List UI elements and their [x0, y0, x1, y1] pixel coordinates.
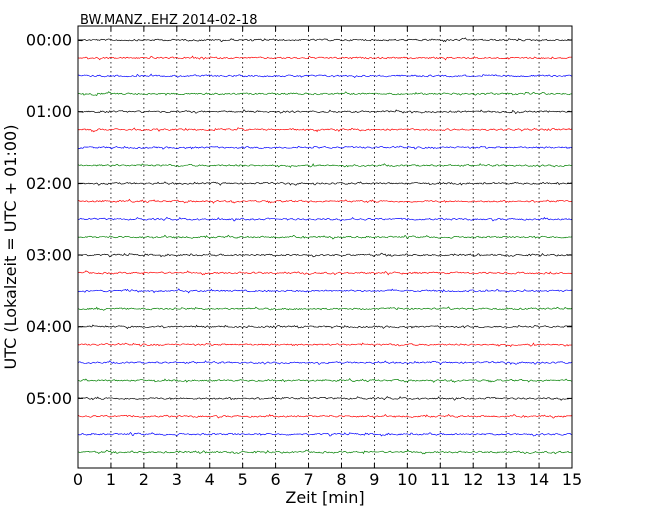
trace-line — [77, 198, 573, 204]
x-tick-label: 9 — [369, 470, 379, 489]
x-tick-label: 8 — [336, 470, 346, 489]
x-tick-label: 5 — [238, 470, 248, 489]
trace-line — [77, 37, 573, 43]
grid-lines — [110, 26, 540, 468]
x-tick-label: 10 — [397, 470, 417, 489]
trace-line — [77, 91, 573, 97]
trace-line — [77, 109, 573, 115]
trace-line — [77, 342, 573, 348]
x-tick-label: 6 — [271, 470, 281, 489]
x-tick-label: 2 — [139, 470, 149, 489]
x-axis-ticks: 0 1 2 3 4 5 6 7 8 9 10 11 12 13 14 15 — [73, 26, 582, 489]
seismogram-traces — [77, 37, 573, 455]
x-tick-label: 11 — [430, 470, 450, 489]
x-tick-label: 0 — [73, 470, 83, 489]
x-tick-label: 14 — [529, 470, 549, 489]
plot-frame — [77, 25, 573, 469]
y-tick-label: 00:00 — [26, 31, 72, 50]
trace-line — [77, 127, 573, 133]
y-tick-label: 04:00 — [26, 317, 72, 336]
trace-line — [77, 55, 573, 61]
x-tick-label: 4 — [205, 470, 215, 489]
y-axis-label: UTC (Lokalzeit = UTC + 01:00) — [1, 125, 20, 370]
trace-line — [77, 252, 573, 258]
x-tick-label: 15 — [562, 470, 582, 489]
chart-title: BW.MANZ..EHZ 2014-02-18 — [80, 13, 258, 28]
y-tick-label: 05:00 — [26, 389, 72, 408]
trace-line — [77, 145, 573, 150]
trace-line — [77, 377, 573, 383]
trace-line — [77, 73, 573, 79]
trace-line — [77, 396, 573, 401]
trace-line — [77, 360, 573, 366]
trace-line — [77, 449, 573, 455]
y-tick-label: 01:00 — [26, 102, 72, 121]
x-tick-label: 13 — [496, 470, 516, 489]
trace-line — [77, 288, 573, 294]
trace-line — [77, 270, 573, 276]
x-tick-label: 7 — [303, 470, 313, 489]
y-tick-label: 02:00 — [26, 174, 72, 193]
x-tick-label: 1 — [106, 470, 116, 489]
y-tick-label: 03:00 — [26, 246, 72, 265]
x-tick-label: 12 — [463, 470, 483, 489]
trace-line — [77, 234, 573, 240]
trace-line — [77, 413, 573, 419]
trace-line — [77, 432, 573, 437]
trace-line — [77, 216, 573, 222]
x-axis-label: Zeit [min] — [285, 488, 364, 507]
trace-line — [77, 181, 573, 186]
trace-line — [77, 324, 573, 330]
trace-line — [77, 163, 573, 168]
trace-line — [77, 306, 573, 311]
x-tick-label: 3 — [172, 470, 182, 489]
y-axis-ticks: 00:00 01:00 02:00 03:00 04:00 05:00 — [26, 31, 572, 408]
